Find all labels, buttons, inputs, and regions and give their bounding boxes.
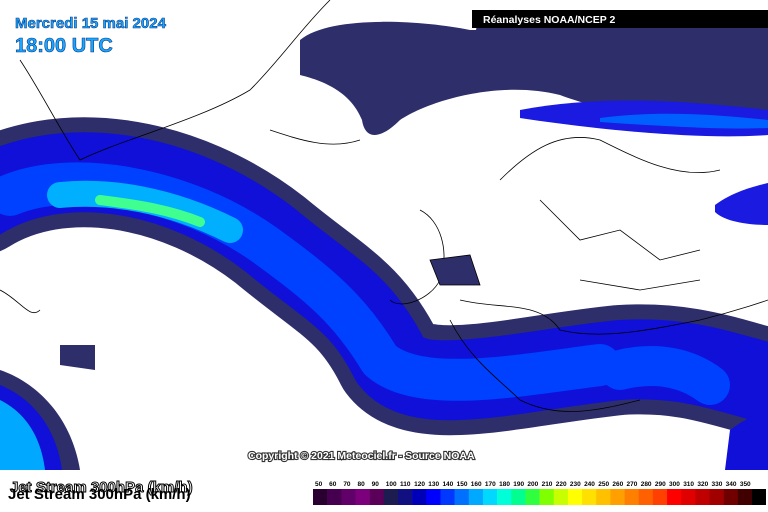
parameter: Jet Stream 300hPa (km/h): [8, 486, 191, 503]
colorbar-label: 330: [712, 481, 723, 488]
colorbar-label: 130: [428, 481, 439, 488]
colorbar-label: 220: [556, 481, 567, 488]
colorbar-label: 200: [527, 481, 538, 488]
southwest-jet: [0, 345, 768, 470]
colorbar-cell: [624, 489, 640, 505]
colorbar-cell: [369, 489, 385, 505]
colorbar-label: 320: [697, 481, 708, 488]
colorbar-label: 310: [683, 481, 694, 488]
colorbar-cell: [482, 489, 498, 505]
colorbar-label: 240: [584, 481, 595, 488]
copyright: Copyright © 2021 Meteociel.fr - Source N…: [248, 450, 475, 462]
colorbar-cell: [397, 489, 413, 505]
colorbar-cell: [638, 489, 654, 505]
colorbar-label: 250: [598, 481, 609, 488]
colorbar-label: 100: [386, 481, 397, 488]
colorbar-cell: [723, 489, 739, 505]
north-jet: [300, 10, 768, 225]
colorbar-cell: [355, 489, 370, 505]
colorbar-cell: [582, 489, 597, 505]
colorbar-cell: [567, 489, 583, 505]
colorbar-label: 290: [655, 481, 666, 488]
colorbar-label: 210: [542, 481, 553, 488]
colorbar-cell: [539, 489, 555, 505]
colorbar-label: 350: [740, 481, 751, 488]
colorbar-cell: [511, 489, 526, 505]
colorbar-label: 90: [372, 481, 380, 488]
colorbar-cell: [497, 489, 512, 505]
colorbar-cell: [709, 489, 724, 505]
colorbar-label: 80: [357, 481, 365, 488]
colorbar-cell: [341, 489, 356, 505]
colorbar-cell: [525, 489, 540, 505]
colorbar-cell: [313, 489, 328, 505]
colorbar-label: 190: [513, 481, 524, 488]
colorbar-label: 120: [414, 481, 425, 488]
colorbar-cell: [695, 489, 710, 505]
source: Réanalyses NOAA/NCEP 2: [483, 14, 615, 26]
colorbar-cell: [383, 489, 399, 505]
colorbar-label: 160: [471, 481, 482, 488]
date: Mercredi 15 mai 2024: [15, 15, 167, 32]
colorbar-label: 180: [499, 481, 510, 488]
colorbar-cell: [610, 489, 625, 505]
colorbar-label: 70: [343, 481, 351, 488]
colorbar-cell: [426, 489, 441, 505]
colorbar-cell: [596, 489, 611, 505]
colorbar-cell: [652, 489, 668, 505]
parameter: Jet Stream 300hPa (km/h): [10, 479, 193, 496]
colorbar-label: 230: [570, 481, 581, 488]
colorbar-cell: [681, 489, 696, 505]
colorbar-cell: [667, 489, 682, 505]
colorbar-end: [752, 489, 766, 505]
colorbar-label: 60: [329, 481, 337, 488]
colorbar-label: 110: [400, 481, 411, 488]
colorbar-label: 300: [669, 481, 680, 488]
colorbar-cell: [737, 489, 753, 505]
colorbar: 50 60 70 80 90 100 110 120 130 140 150 160 170 180 190…: [313, 481, 766, 505]
colorbar-cell: [412, 489, 427, 505]
main-jet: [0, 117, 768, 440]
colorbar-label: 170: [485, 481, 496, 488]
colorbar-label: 270: [627, 481, 638, 488]
colorbar-label: 280: [641, 481, 652, 488]
coastlines: [0, 0, 768, 412]
colorbar-label: 50: [315, 481, 323, 488]
colorbar-label: 140: [442, 481, 453, 488]
colorbar-label: 150: [457, 481, 468, 488]
colorbar-cell: [440, 489, 455, 505]
colorbar-cell: [327, 489, 342, 505]
source-box: [472, 10, 768, 28]
colorbar-cell: [553, 489, 569, 505]
colorbar-cell: [454, 489, 470, 505]
time: 18:00 UTC: [15, 35, 113, 57]
colorbar-cell: [468, 489, 484, 505]
colorbar-label: 260: [612, 481, 623, 488]
colorbar-label: 340: [726, 481, 737, 488]
